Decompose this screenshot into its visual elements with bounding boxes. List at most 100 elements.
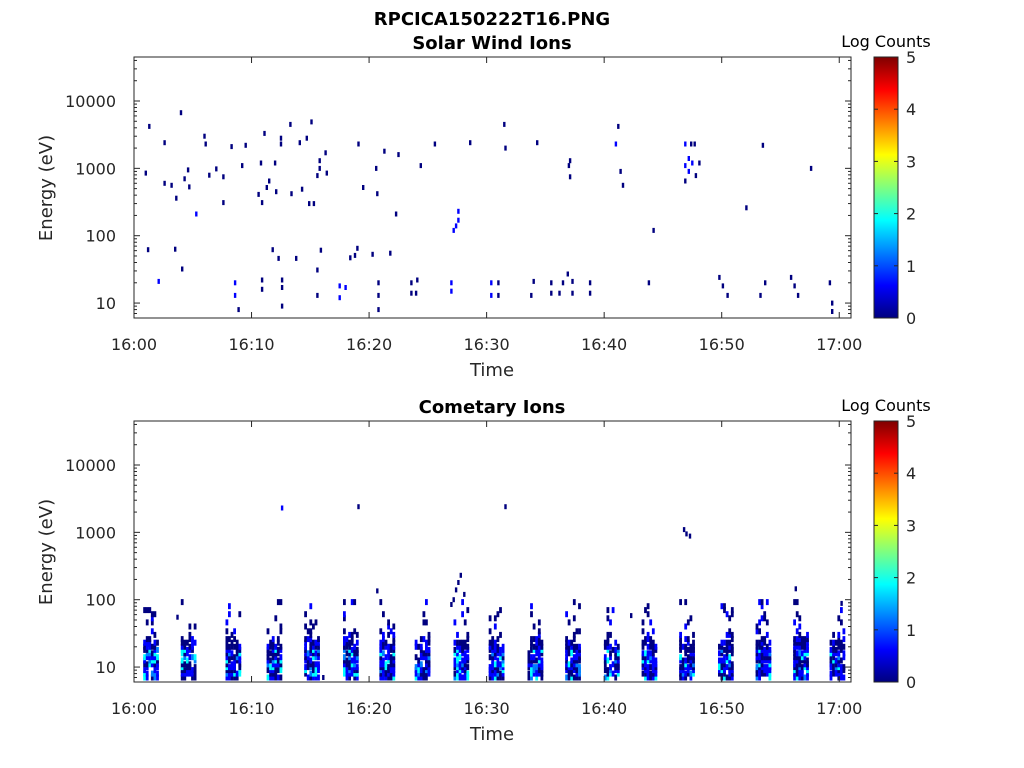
heatmap-cell <box>606 643 610 650</box>
heatmap-cell <box>350 631 354 638</box>
heatmap-cell <box>837 670 841 677</box>
heatmap-cell <box>572 646 576 653</box>
heatmap-cell <box>570 670 574 677</box>
heatmap-cell <box>646 631 650 638</box>
heatmap-cell <box>690 141 693 147</box>
heatmap-cell <box>568 174 572 180</box>
heatmap-cell <box>793 643 796 650</box>
heatmap-cell <box>238 643 242 650</box>
heatmap-cell <box>530 674 533 681</box>
heatmap-cell <box>309 646 313 653</box>
heatmap-cell <box>273 160 277 166</box>
heatmap-cell <box>832 650 835 657</box>
heatmap-cell <box>806 661 809 668</box>
heatmap-cell <box>143 643 146 650</box>
heatmap-cell <box>829 639 833 646</box>
heatmap-cell <box>536 140 539 146</box>
heatmap-cell <box>279 141 283 147</box>
y-axis-label: Energy (eV) <box>36 499 57 605</box>
heatmap-cell <box>698 160 701 166</box>
x-tick-label: 16:00 <box>111 335 157 354</box>
heatmap-cell <box>427 636 431 643</box>
heatmap-cell <box>276 674 280 681</box>
heatmap-cell <box>760 670 764 677</box>
heatmap-cell <box>235 674 239 681</box>
heatmap-cell <box>765 646 769 653</box>
heatmap-cell <box>644 639 647 646</box>
heatmap-cell <box>382 657 385 664</box>
heatmap-cell <box>606 607 610 614</box>
heatmap-cell <box>723 661 726 668</box>
heatmap-cell <box>427 654 431 661</box>
heatmap-cell <box>565 639 568 646</box>
heatmap-cell <box>271 639 275 646</box>
heatmap-cell <box>377 307 380 313</box>
heatmap-cell <box>314 619 318 626</box>
heatmap-cell <box>338 295 341 301</box>
heatmap-cell <box>145 654 149 661</box>
heatmap-cell <box>491 674 495 681</box>
heatmap-cell <box>228 657 231 664</box>
heatmap-cell <box>578 654 581 661</box>
heatmap-cell <box>235 670 239 677</box>
heatmap-cell <box>228 636 231 643</box>
heatmap-cell <box>225 639 229 646</box>
heatmap-cell <box>829 646 833 653</box>
heatmap-cell <box>501 643 505 650</box>
heatmap-cell <box>463 654 467 661</box>
heatmap-cell <box>143 661 146 668</box>
heatmap-cell <box>575 646 579 653</box>
heatmap-cell <box>318 158 321 164</box>
heatmap-cell <box>414 674 418 681</box>
heatmap-cell <box>686 636 690 643</box>
heatmap-cell <box>425 650 428 657</box>
heatmap-cell <box>457 580 460 585</box>
heatmap-cell <box>357 504 360 510</box>
heatmap-cell <box>376 191 379 197</box>
heatmap-cell <box>728 674 732 681</box>
heatmap-cell <box>565 654 568 661</box>
heatmap-cell <box>532 636 536 643</box>
heatmap-cell <box>309 639 313 646</box>
heatmap-cell <box>266 643 270 650</box>
heatmap-cell <box>798 674 802 681</box>
heatmap-cell <box>179 110 183 116</box>
heatmap-cell <box>499 661 502 668</box>
heatmap-cell <box>760 661 764 668</box>
heatmap-cell <box>692 631 695 638</box>
heatmap-cell <box>425 657 428 664</box>
heatmap-cell <box>654 657 658 664</box>
heatmap-cell <box>609 654 612 661</box>
heatmap-cell <box>191 670 194 677</box>
heatmap-cell <box>758 639 761 646</box>
heatmap-cell <box>309 674 313 681</box>
heatmap-cell <box>692 646 695 653</box>
heatmap-cell <box>389 646 393 653</box>
heatmap-cell <box>760 650 764 657</box>
heatmap-cell <box>689 643 693 650</box>
heatmap-cell <box>319 247 323 253</box>
heatmap-cell <box>491 636 495 643</box>
heatmap-cell <box>191 636 194 643</box>
heatmap-cell <box>312 670 315 677</box>
heatmap-cell <box>186 657 189 664</box>
heatmap-cell <box>392 670 396 677</box>
heatmap-cell <box>493 646 497 653</box>
heatmap-cell <box>611 661 615 668</box>
heatmap-cell <box>183 654 187 661</box>
heatmap-cell <box>417 667 421 674</box>
heatmap-cell <box>730 661 734 668</box>
heatmap-cell <box>266 661 270 668</box>
colorbar-gradient <box>873 420 899 683</box>
heatmap-cell <box>755 643 759 650</box>
heatmap-cell <box>606 670 610 677</box>
heatmap-cell <box>183 646 187 653</box>
heatmap-cell <box>501 654 505 661</box>
heatmap-cell <box>343 661 346 668</box>
heatmap-cell <box>375 165 378 171</box>
heatmap-cell <box>269 664 272 671</box>
heatmap-cell <box>537 667 541 674</box>
heatmap-cell <box>570 674 574 681</box>
heatmap-cell <box>150 661 154 668</box>
heatmap-cell <box>692 643 695 650</box>
